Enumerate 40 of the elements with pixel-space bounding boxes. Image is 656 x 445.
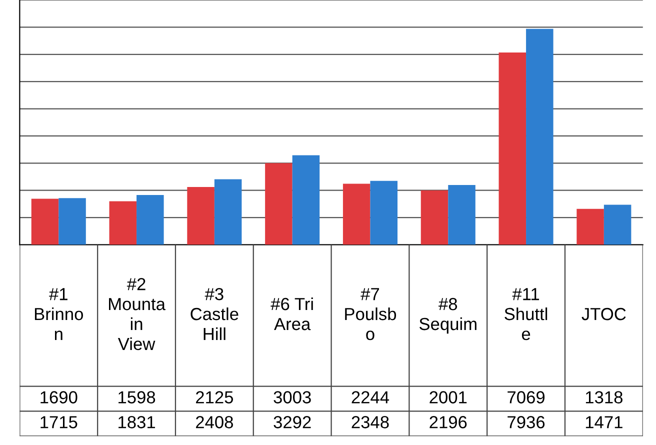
data-label: 7936 — [508, 416, 545, 428]
data-label: 2348 — [352, 416, 389, 428]
bar — [370, 180, 398, 245]
bar — [526, 28, 554, 245]
x-tick-label: #8 Sequim — [419, 298, 476, 334]
data-label: 2001 — [430, 391, 467, 404]
x-tick-label: JTOC — [582, 308, 626, 320]
bar — [342, 184, 370, 245]
bar — [31, 198, 59, 245]
data-label: 7069 — [508, 391, 545, 404]
x-tick-label: #7 Poulsbo — [345, 288, 396, 340]
bar — [498, 52, 526, 245]
bar — [292, 155, 320, 245]
bar — [187, 186, 214, 245]
x-tick-label: #1 Brinnon — [34, 288, 83, 340]
data-label: 1690 — [40, 391, 78, 404]
data-label: 1831 — [118, 416, 155, 428]
data-label: 3003 — [274, 391, 311, 404]
bar — [109, 201, 137, 245]
data-label: 2408 — [196, 416, 233, 428]
x-tick-label: #11 Shuttle — [504, 288, 548, 340]
data-label: 3292 — [274, 416, 311, 428]
bar — [604, 204, 632, 245]
data-label: 2125 — [196, 391, 234, 404]
data-label: 1318 — [586, 391, 622, 404]
x-tick-label: #6 Tri Area — [270, 297, 313, 330]
bar — [448, 185, 476, 245]
bar — [265, 163, 292, 245]
bar — [58, 198, 86, 245]
data-label: 1598 — [118, 391, 156, 404]
data-label: 2244 — [352, 391, 390, 404]
x-tick-label: #3 Castle Hill — [190, 288, 238, 340]
bar — [420, 190, 448, 245]
bar — [576, 208, 604, 245]
x-tick-label: #2 Mountain View — [109, 278, 166, 350]
data-label: 1471 — [586, 416, 622, 428]
data-label: 2196 — [430, 416, 467, 428]
data-label: 1715 — [40, 416, 78, 428]
bar — [136, 194, 164, 245]
bar — [214, 179, 242, 245]
